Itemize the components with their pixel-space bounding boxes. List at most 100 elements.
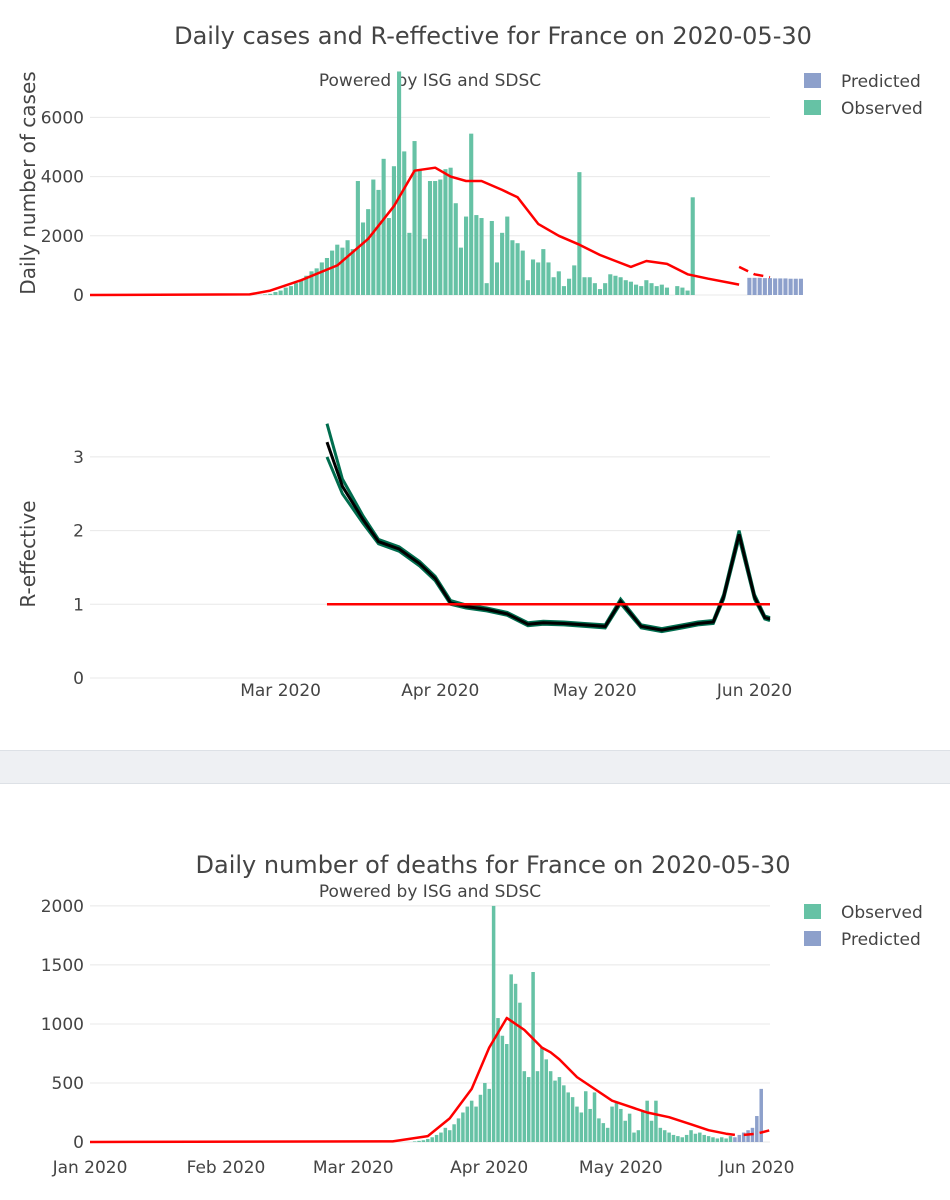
- deaths-gridlines: [90, 905, 770, 1143]
- deaths-y-tick-label: 0: [73, 1133, 84, 1153]
- observed-bar: [567, 278, 572, 295]
- observed-bar: [587, 277, 592, 295]
- observed-bar: [577, 172, 582, 295]
- observed-bar: [283, 287, 288, 295]
- legend-label-observed[interactable]: Observed: [841, 99, 923, 119]
- deaths-y-tick-label: 1000: [41, 1015, 84, 1035]
- predicted-bar: [752, 277, 757, 295]
- predicted-bar: [767, 278, 773, 296]
- observed-bar: [639, 286, 644, 295]
- observed-bar: [458, 247, 463, 295]
- observed-bar: [649, 1120, 654, 1142]
- observed-bar: [536, 262, 541, 295]
- observed-bar: [491, 905, 496, 1142]
- observed-bar: [520, 250, 525, 295]
- predicted-bar: [759, 1088, 763, 1142]
- observed-bar: [268, 293, 273, 295]
- observed-bar: [654, 1100, 658, 1142]
- observed-bar: [452, 1124, 456, 1142]
- observed-bar: [525, 280, 530, 295]
- observed-bar: [698, 1132, 702, 1142]
- observed-bar: [263, 294, 268, 295]
- observed-bar: [324, 257, 330, 295]
- observed-bar: [664, 287, 670, 295]
- reff-x-tick-label: May 2020: [553, 681, 637, 701]
- cases-bars: [252, 71, 803, 296]
- observed-bar: [693, 1133, 698, 1142]
- legend-label-predicted[interactable]: Predicted: [841, 72, 921, 92]
- observed-bar: [588, 1108, 592, 1142]
- observed-bar: [330, 250, 335, 295]
- observed-bar: [439, 1132, 443, 1142]
- observed-bar: [474, 215, 479, 295]
- deaths-chart-title: Daily number of deaths for France on 202…: [196, 851, 791, 879]
- cases-legend[interactable]: Predicted Observed: [804, 72, 923, 119]
- observed-bar: [675, 286, 680, 295]
- observed-bar: [500, 1035, 505, 1142]
- observed-bar: [340, 247, 345, 295]
- observed-bar: [304, 275, 309, 295]
- predicted-bar: [788, 278, 793, 295]
- deaths-x-tick-label: Feb 2020: [187, 1158, 266, 1178]
- observed-bar: [505, 216, 510, 295]
- observed-bar: [478, 1094, 483, 1142]
- observed-bar: [702, 1134, 706, 1142]
- observed-bar: [465, 1106, 470, 1142]
- observed-bar: [443, 1127, 448, 1142]
- observed-bar: [299, 280, 304, 295]
- observed-bar: [422, 238, 427, 295]
- observed-bar: [570, 1097, 575, 1142]
- observed-bar: [667, 1132, 671, 1142]
- observed-bar: [530, 259, 536, 295]
- reff-y-tick-label: 1: [73, 595, 84, 615]
- cases-y-tick-label: 0: [73, 286, 84, 306]
- cases-y-tick-label: 6000: [41, 108, 84, 128]
- observed-bar: [706, 1136, 711, 1142]
- observed-bar: [494, 262, 500, 295]
- predicted-bar: [778, 278, 783, 295]
- observed-bar: [592, 283, 597, 295]
- observed-bar: [360, 222, 366, 295]
- observed-bar: [518, 1002, 522, 1142]
- observed-bar: [641, 1111, 645, 1142]
- observed-bar: [676, 1136, 680, 1142]
- observed-bar: [509, 974, 513, 1142]
- smoothed-forecast-line: [738, 265, 771, 279]
- observed-bar: [632, 1132, 636, 1142]
- predicted-bar: [757, 277, 762, 295]
- observed-bar: [417, 169, 422, 295]
- observed-bar: [627, 1113, 632, 1142]
- legend-label-observed[interactable]: Observed: [841, 903, 923, 923]
- legend-swatch-predicted[interactable]: [804, 931, 821, 946]
- reff-x-tick-label: Mar 2020: [240, 681, 321, 701]
- observed-bar: [433, 181, 438, 295]
- smoothed-forecast-line: [743, 1128, 771, 1137]
- reff-lines: [325, 423, 771, 634]
- deaths-x-tick-label: Apr 2020: [450, 1158, 528, 1178]
- observed-bar: [434, 1134, 439, 1142]
- legend-label-predicted[interactable]: Predicted: [841, 930, 921, 950]
- observed-bar: [628, 281, 633, 295]
- observed-bar: [636, 1130, 641, 1142]
- reff-mid-line: [325, 441, 771, 632]
- reff-y-tick-label: 2: [73, 522, 84, 542]
- cases-y-axis-title: Daily number of cases: [16, 71, 40, 294]
- observed-bar: [427, 181, 433, 295]
- observed-bar: [715, 1138, 720, 1142]
- legend-swatch-predicted[interactable]: [804, 73, 821, 88]
- observed-bar: [645, 1100, 649, 1142]
- predicted-bar: [733, 1137, 737, 1142]
- deaths-legend[interactable]: Observed Predicted: [804, 903, 923, 950]
- observed-bar: [728, 1136, 733, 1142]
- deaths-y-ticks: 0 500 1000 1500 2000: [41, 897, 84, 1153]
- deaths-x-tick-label: Jun 2020: [718, 1158, 794, 1178]
- observed-bar: [456, 1118, 461, 1142]
- observed-bar: [540, 1047, 544, 1142]
- legend-swatch-observed[interactable]: [804, 904, 821, 919]
- legend-swatch-observed[interactable]: [804, 100, 821, 115]
- observed-bar: [618, 277, 623, 295]
- observed-bar: [421, 1140, 426, 1142]
- observed-bar: [371, 179, 376, 295]
- observed-bar: [711, 1137, 715, 1142]
- cases-chart-subtitle: Powered by ISG and SDSC: [319, 71, 541, 91]
